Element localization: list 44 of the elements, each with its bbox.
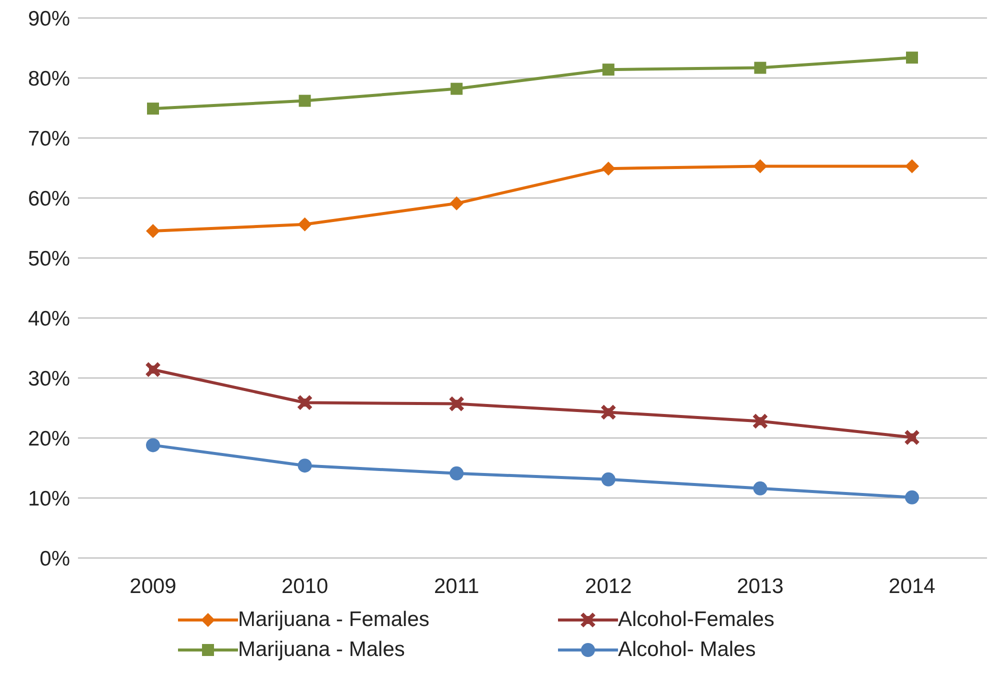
point bbox=[146, 224, 160, 238]
legend-label: Alcohol-Females bbox=[618, 608, 774, 632]
y-tick-label: 70% bbox=[28, 127, 70, 150]
point bbox=[450, 196, 464, 210]
point bbox=[602, 64, 614, 76]
x-tick-label: 2012 bbox=[585, 574, 632, 598]
y-tick-label: 10% bbox=[28, 487, 70, 510]
y-tick-label: 30% bbox=[28, 367, 70, 390]
point bbox=[145, 362, 161, 378]
point bbox=[298, 217, 312, 232]
point bbox=[753, 481, 768, 496]
point bbox=[904, 429, 920, 446]
y-tick-label: 80% bbox=[28, 67, 70, 90]
point bbox=[600, 404, 616, 420]
x-tick-label: 2010 bbox=[281, 574, 328, 598]
point bbox=[905, 490, 919, 504]
y-tick-label: 60% bbox=[28, 187, 70, 210]
point bbox=[298, 458, 312, 473]
x-tick-label: 2013 bbox=[736, 574, 784, 598]
point bbox=[752, 413, 768, 430]
x-tick-label: 2014 bbox=[888, 574, 936, 598]
y-tick-label: 0% bbox=[40, 547, 70, 570]
x-tick-label: 2009 bbox=[130, 574, 176, 598]
x-tick-label: 2011 bbox=[434, 574, 480, 598]
point bbox=[906, 52, 918, 64]
point bbox=[905, 159, 919, 174]
point bbox=[448, 396, 465, 412]
y-tick-label: 40% bbox=[28, 307, 70, 330]
point bbox=[754, 62, 766, 74]
legend-label: Marijuana - Females bbox=[238, 608, 430, 632]
point bbox=[601, 162, 616, 176]
y-tick-label: 90% bbox=[28, 7, 70, 30]
point bbox=[601, 472, 616, 486]
point bbox=[146, 438, 160, 452]
y-tick-label: 20% bbox=[28, 427, 70, 450]
legend-label: Alcohol- Males bbox=[618, 638, 756, 662]
point bbox=[147, 102, 159, 115]
y-tick-label: 50% bbox=[28, 247, 70, 270]
point bbox=[450, 82, 463, 95]
legend-label: Marijuana - Males bbox=[238, 638, 405, 662]
point bbox=[296, 394, 313, 411]
point bbox=[753, 159, 768, 174]
point bbox=[298, 94, 311, 107]
point bbox=[450, 466, 464, 480]
